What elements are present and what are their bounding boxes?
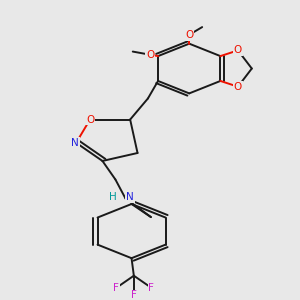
Text: O: O xyxy=(146,50,154,60)
Text: O: O xyxy=(234,82,242,92)
Text: F: F xyxy=(113,283,119,293)
Text: H: H xyxy=(109,192,116,202)
Text: N: N xyxy=(71,138,79,148)
Text: F: F xyxy=(131,290,137,300)
Text: F: F xyxy=(148,283,154,293)
Text: O: O xyxy=(185,30,194,40)
Text: N: N xyxy=(126,192,134,202)
Text: O: O xyxy=(234,45,242,56)
Text: O: O xyxy=(86,115,94,124)
